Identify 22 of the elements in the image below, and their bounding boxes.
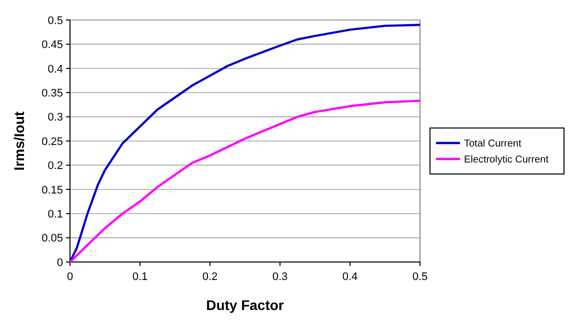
legend-label: Total Current [464, 138, 522, 150]
y-axis-title: Irms/Iout [11, 111, 27, 171]
x-tick-label: 0.3 [272, 271, 288, 283]
x-tick-label: 0.5 [412, 271, 428, 283]
y-tick-label: 0.1 [48, 208, 63, 220]
y-tick-label: 0.4 [48, 63, 63, 76]
y-tick-label: 0.3 [48, 112, 63, 124]
y-tick-label: 0.05 [42, 232, 63, 245]
x-tick-label: 0 [66, 271, 74, 283]
y-tick-label: 0.2 [48, 160, 63, 172]
x-tick-label: 0.2 [202, 271, 218, 283]
legend-label: Electrolytic Current [464, 154, 549, 166]
y-tick-label: 0.45 [42, 39, 63, 52]
y-tick-label: 0.5 [48, 14, 63, 27]
x-axis-title: Duty Factor [206, 297, 284, 313]
x-tick-label: 0.4 [342, 271, 358, 283]
y-tick-label: 0.15 [42, 184, 63, 196]
x-tick-label: 0.1 [132, 271, 148, 283]
y-tick-label: 0.35 [42, 87, 63, 100]
y-tick-label: 0.25 [42, 136, 63, 148]
line-series [68, 24, 422, 264]
y-tick-label: 0 [56, 256, 63, 269]
